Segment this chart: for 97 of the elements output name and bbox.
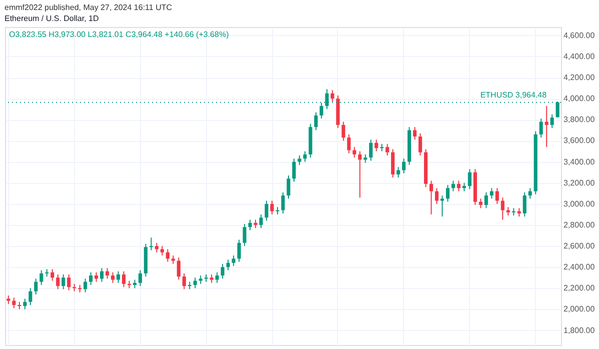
candlestick <box>94 272 98 282</box>
candlestick <box>84 278 88 293</box>
candlestick <box>34 278 38 295</box>
candlestick <box>446 184 450 202</box>
candlestick <box>149 237 153 251</box>
candlestick <box>67 274 71 291</box>
candlestick <box>320 102 324 120</box>
y-tick-label: 2,200.00 <box>564 284 596 293</box>
candlestick <box>248 219 252 231</box>
candlestick <box>374 139 378 152</box>
y-tick-label: 4,400.00 <box>564 52 596 61</box>
candlestick <box>380 143 384 152</box>
candlestick <box>451 180 456 192</box>
candlestick <box>347 134 351 154</box>
candlestick <box>429 180 434 215</box>
candlestick <box>204 274 208 282</box>
candlestick <box>176 257 180 280</box>
candlestick <box>386 143 390 156</box>
candlestick <box>72 283 76 292</box>
candlestick <box>539 118 543 138</box>
y-tick-label: 2,600.00 <box>564 242 596 251</box>
y-tick-label: 2,000.00 <box>564 304 596 314</box>
candlestick <box>528 188 532 200</box>
candlestick <box>550 114 554 129</box>
candlestick <box>100 268 104 282</box>
candlestick <box>78 284 82 293</box>
y-tick-label: 4,600.00 <box>564 30 596 40</box>
candlestick <box>166 248 170 262</box>
candlestick <box>490 188 494 200</box>
candlestick <box>220 263 224 280</box>
candlestick <box>215 272 219 284</box>
ref-line-label: ETHUSD 3,964.48 <box>480 90 548 100</box>
candlestick <box>369 139 373 162</box>
candlestick <box>440 194 444 218</box>
candlestick <box>468 168 472 190</box>
candlestick <box>281 192 285 214</box>
candlestick <box>56 274 60 290</box>
candlestick <box>342 121 346 142</box>
candlestick <box>330 90 334 102</box>
candlestick <box>259 214 263 229</box>
candlestick <box>286 174 290 200</box>
candlestick <box>418 132 422 156</box>
candlestick <box>226 259 230 271</box>
y-tick-label: 3,200.00 <box>564 178 596 188</box>
y-tick-label: 3,000.00 <box>564 199 596 208</box>
candlestick <box>512 208 516 216</box>
candlestick <box>303 150 307 162</box>
candlestick <box>45 268 49 278</box>
y-tick-label: 2,800.00 <box>564 220 596 230</box>
candlestick <box>50 268 54 282</box>
y-tick-label: 2,400.00 <box>564 262 596 272</box>
candlestick <box>12 297 16 309</box>
candlestick <box>298 154 302 166</box>
y-tick-label: 4,000.00 <box>564 94 596 104</box>
candlestick <box>138 270 142 287</box>
candlestick <box>434 188 439 204</box>
candlestick <box>544 105 548 148</box>
annotation: O3,823.55 H3,973.00 L3,821.01 C3,964.48 +140.66 (+3.68%) <box>9 30 230 39</box>
chart-title: Ethereum / U.S. Dollar, 1D <box>4 14 99 23</box>
candlestick <box>89 272 93 286</box>
candlestick <box>242 223 246 247</box>
candlestick <box>193 277 197 289</box>
y-tick-label: 4,200.00 <box>564 73 596 82</box>
y-tick-label: 1,800.00 <box>564 326 596 335</box>
candlestick <box>413 126 417 140</box>
candlestick <box>160 246 164 256</box>
candlestick <box>478 198 482 209</box>
candlestick <box>495 188 499 204</box>
candlestick <box>456 180 461 192</box>
candlestick <box>500 197 504 220</box>
candlestick <box>391 148 395 178</box>
candlestick <box>40 270 44 286</box>
y-tick-label: 3,800.00 <box>564 115 596 124</box>
candlestick <box>292 158 296 182</box>
text: emmf2022 published, May 27, 2024 16:11 UTC <box>4 3 172 12</box>
candlestick <box>314 112 318 131</box>
candlestick <box>154 242 158 253</box>
candlestick <box>358 150 362 198</box>
candlestick <box>182 272 186 290</box>
candlestick <box>28 288 32 306</box>
candlestick <box>396 166 400 178</box>
candlestick <box>270 200 274 215</box>
candlestick <box>522 192 526 218</box>
candlestick <box>110 272 115 284</box>
candlestick <box>122 270 126 288</box>
y-tick-label: 3,400.00 <box>564 157 596 166</box>
candlestick <box>116 270 120 284</box>
candlestick <box>105 268 110 280</box>
candlestick <box>62 274 66 290</box>
candlestick <box>23 298 27 310</box>
candlestick <box>402 158 406 174</box>
candlestick <box>232 254 236 267</box>
candlestick <box>484 192 488 209</box>
candlestick <box>237 239 241 262</box>
candlestick <box>264 200 268 222</box>
candlestick <box>352 146 356 158</box>
y-tick-label: 3,600.00 <box>564 136 596 146</box>
